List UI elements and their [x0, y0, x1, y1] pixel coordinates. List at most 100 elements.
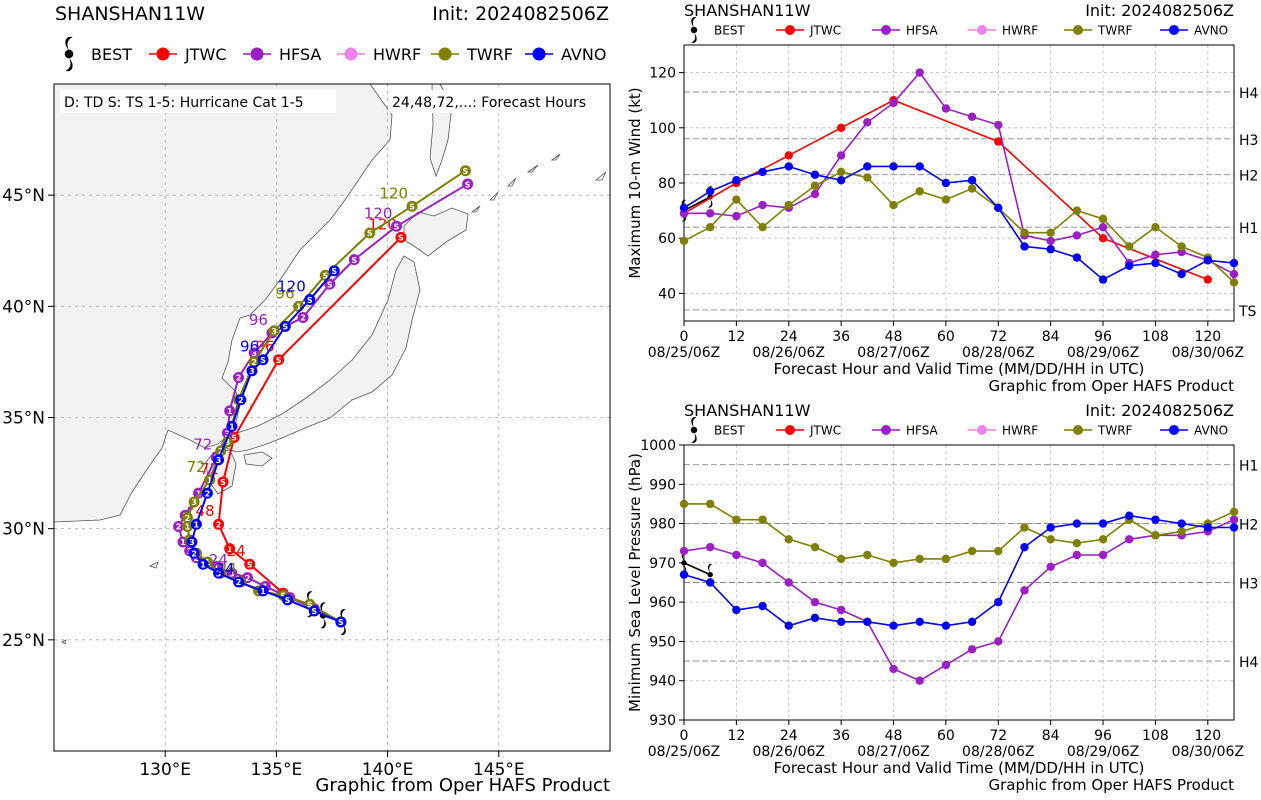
- pressure-avno-point: [705, 578, 715, 587]
- pressure-avno-point: [784, 621, 793, 630]
- track-avno-point: [188, 547, 200, 559]
- wind-best-point-arm-bottom: [707, 199, 713, 208]
- pressure-avno-point: [679, 570, 689, 579]
- track-avno-intensity: S: [307, 296, 313, 305]
- wind-twrf-point: [915, 187, 924, 196]
- pressure-twrf-point: [1098, 535, 1108, 544]
- map-legend: BEST JTWC HFSA HWRF TWRF AVNO: [64, 36, 606, 72]
- legend-avno-marker: [1169, 425, 1179, 435]
- track-hfsa-point: [224, 405, 236, 417]
- legend-best-icon-arm-bottom: [691, 32, 697, 43]
- map-key-text: D: TD S: TS 1-5: Hurricane Cat 1-5: [64, 95, 304, 111]
- pressure-ref-label: H1: [1239, 459, 1258, 475]
- wind-hfsa-point: [1098, 222, 1108, 232]
- track-avno-intensity: 2: [238, 396, 244, 405]
- wind-xtick-label: 24: [780, 329, 798, 345]
- pressure-avno-point: [994, 597, 1003, 607]
- wind-xtick-label: 12: [727, 329, 745, 345]
- pressure-ytick-label: 990: [649, 477, 676, 493]
- legend-best-icon-arm-top: [65, 36, 73, 51]
- track-avno-intensity: S: [338, 618, 344, 627]
- track-avno-point: [335, 616, 347, 628]
- track-hfsa-point: [390, 220, 402, 232]
- pressure-avno-point: [1177, 519, 1186, 528]
- wind-avno-line: [683, 165, 1235, 281]
- pressure-hfsa-point: [836, 605, 846, 615]
- wind-avno-point: [941, 178, 951, 188]
- legend-avno-marker: [1169, 25, 1179, 35]
- legend-best-label: BEST: [714, 423, 745, 437]
- map-lon-label: 145°E: [473, 760, 525, 780]
- track-hfsa-point: [173, 520, 185, 532]
- track-hfsa-intensity: S: [327, 280, 333, 289]
- pressure-ytick-label: 980: [649, 517, 676, 533]
- track-hfsa-intensity: 1: [214, 563, 220, 572]
- pressure-hfsa-point: [1072, 550, 1082, 560]
- wind-title-right: Init: 2024082506Z: [1085, 1, 1234, 20]
- wind-legend: BEST JTWC HFSA HWRF TWRF AVNO: [690, 17, 1228, 43]
- wind-hfsa-point: [967, 112, 977, 121]
- wind-xtick-label: 36: [832, 329, 850, 345]
- wind-hfsa-point: [705, 209, 715, 218]
- pressure-avno-point: [941, 621, 951, 630]
- map-tick-labels: 25°N 30°N 35°N 40°N 45°N 130°E 135°E 140°E 145°E: [2, 186, 525, 780]
- pressure-ytick-label: 940: [649, 674, 676, 690]
- pressure-hfsa-point: [915, 676, 924, 685]
- track-avno-intensity: 2: [205, 489, 211, 498]
- wind-jtwc-point: [784, 151, 793, 160]
- track-avno-intensity: 2: [191, 549, 197, 558]
- pressure-avno-point: [1020, 542, 1029, 552]
- track-twrf-point: [268, 325, 280, 337]
- track-hfsa-point: [324, 278, 336, 290]
- pressure-date-label: 08/29/06Z: [1067, 744, 1139, 760]
- wind-twrf-point: [1046, 228, 1055, 237]
- wind-frame: [683, 44, 1235, 322]
- pressure-best-line: [683, 562, 711, 576]
- pressure-avno-point: [1046, 523, 1055, 532]
- legend-best-icon-arm-top: [691, 17, 697, 28]
- map-lon-label: 135°E: [251, 760, 303, 780]
- wind-xtick-label: 72: [989, 329, 1007, 345]
- pressure-ref-label: H2: [1239, 518, 1258, 534]
- pressure-hfsa-point: [1046, 562, 1055, 571]
- pressure-frame: [683, 444, 1235, 721]
- track-hfsa-intensity: 2: [236, 374, 242, 383]
- pressure-twrf-point: [889, 558, 898, 568]
- legend-best-icon-eye: [690, 426, 698, 434]
- wind-twrf-point: [941, 195, 951, 204]
- pressure-twrf-point: [679, 499, 689, 509]
- wind-date-label: 08/29/06Z: [1067, 345, 1139, 361]
- legend-hwrf-marker: [977, 425, 987, 435]
- pressure-twrf-point: [705, 499, 715, 509]
- pressure-twrf-point: [1020, 523, 1029, 532]
- track-hfsa-intensity: 3: [229, 569, 235, 578]
- legend-hfsa-label: HFSA: [906, 23, 939, 37]
- wind-xtick-label: 84: [1042, 329, 1060, 345]
- legend-twrf-marker: [1073, 425, 1083, 435]
- track-avno-point: [226, 420, 238, 432]
- wind-xtick-label: 96: [1094, 329, 1112, 345]
- wind-twrf-point: [863, 173, 872, 182]
- wind-xtick-label: 0: [680, 329, 689, 345]
- legend-best-label: BEST: [714, 23, 745, 37]
- wind-avno-point: [1072, 253, 1082, 262]
- pressure-ref-label: H3: [1239, 577, 1258, 593]
- legend-avno-label: AVNO: [1194, 23, 1228, 37]
- pressure-twrf-point: [915, 554, 924, 564]
- legend-hfsa-marker: [881, 25, 891, 35]
- pressure-hfsa-point: [679, 546, 689, 556]
- map-init-title: Init: 2024082506Z: [432, 3, 609, 25]
- pressure-twrf-point: [784, 535, 793, 544]
- wind-jtwc-line: [683, 99, 1209, 281]
- track-avno-point: [190, 518, 202, 530]
- track-hfsa-intensity: 1: [180, 538, 186, 547]
- pressure-twrf-point: [1177, 527, 1186, 536]
- track-best-point-arm-bottom: [340, 624, 346, 635]
- pressure-title-left: SHANSHAN11W: [684, 401, 811, 420]
- legend-jtwc-label: JTWC: [809, 423, 841, 437]
- pressure-ytick-label: 960: [649, 595, 676, 611]
- track-twrf-intensity: S: [409, 202, 415, 211]
- pressure-hfsa-point: [810, 597, 820, 607]
- pressure-hfsa-point: [1125, 535, 1134, 544]
- wind-twrf-point: [1151, 222, 1160, 232]
